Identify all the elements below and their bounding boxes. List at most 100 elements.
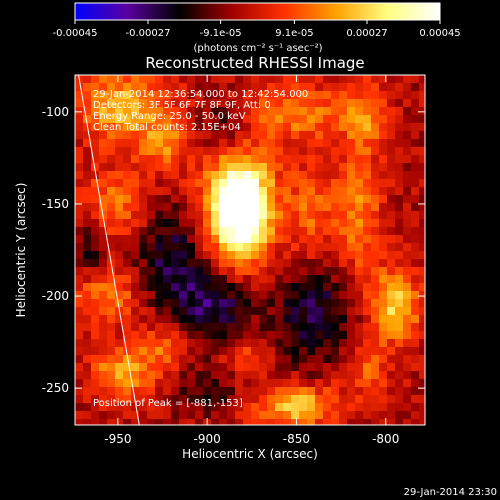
heatmap-cell xyxy=(243,275,252,284)
heatmap-cell xyxy=(403,139,412,148)
heatmap-cell xyxy=(323,99,332,108)
heatmap-cell xyxy=(355,259,364,268)
heatmap-cell xyxy=(347,259,356,268)
heatmap-cell xyxy=(219,331,228,340)
y-tick-label: -150 xyxy=(42,197,69,211)
heatmap-cell xyxy=(235,339,244,348)
heatmap-cell xyxy=(243,203,252,212)
heatmap-cell xyxy=(131,339,140,348)
heatmap-cell xyxy=(179,227,188,236)
heatmap-cell xyxy=(171,163,180,172)
heatmap-cell xyxy=(291,403,300,412)
heatmap-cell xyxy=(115,267,124,276)
heatmap-cell xyxy=(363,83,372,92)
heatmap-cell xyxy=(75,283,84,292)
heatmap-cell xyxy=(355,363,364,372)
heatmap-cell xyxy=(243,235,252,244)
heatmap-cell xyxy=(139,211,148,220)
heatmap-cell xyxy=(267,139,276,148)
heatmap-cell xyxy=(115,299,124,308)
heatmap-cell xyxy=(131,179,140,188)
heatmap-cell xyxy=(307,251,316,260)
y-tick-label: -200 xyxy=(42,289,69,303)
colorbar-tick-label: -0.00027 xyxy=(126,28,171,39)
heatmap-cell xyxy=(403,323,412,332)
heatmap-cell xyxy=(163,195,172,204)
heatmap-cell xyxy=(235,323,244,332)
heatmap-cell xyxy=(211,355,220,364)
heatmap-cell xyxy=(131,347,140,356)
heatmap-cell xyxy=(83,171,92,180)
heatmap-cell xyxy=(387,251,396,260)
heatmap-cell xyxy=(299,339,308,348)
heatmap-cell xyxy=(339,323,348,332)
heatmap-cell xyxy=(227,299,236,308)
heatmap-cell xyxy=(203,243,212,252)
heatmap-cell xyxy=(387,211,396,220)
heatmap-cell xyxy=(315,235,324,244)
heatmap-cell xyxy=(83,307,92,316)
heatmap-cell xyxy=(331,371,340,380)
colorbar-tick-label: -0.00045 xyxy=(53,28,98,39)
heatmap-cell xyxy=(379,347,388,356)
heatmap-cell xyxy=(371,123,380,132)
heatmap-cell xyxy=(355,403,364,412)
heatmap-cell xyxy=(187,403,196,412)
heatmap-cell xyxy=(363,131,372,140)
heatmap-cell xyxy=(139,147,148,156)
heatmap-cell xyxy=(91,219,100,228)
heatmap-cell xyxy=(379,163,388,172)
heatmap-cell xyxy=(227,275,236,284)
heatmap-cell xyxy=(275,259,284,268)
heatmap-cell xyxy=(115,283,124,292)
heatmap-cell xyxy=(91,363,100,372)
heatmap-cell xyxy=(379,307,388,316)
heatmap-cell xyxy=(347,339,356,348)
heatmap-cell xyxy=(219,203,228,212)
heatmap-cell xyxy=(323,291,332,300)
heatmap-cell xyxy=(323,403,332,412)
heatmap-cell xyxy=(387,419,396,425)
heatmap-cell xyxy=(163,339,172,348)
heatmap-cell xyxy=(267,283,276,292)
heatmap-cell xyxy=(387,379,396,388)
heatmap-cell xyxy=(219,387,228,396)
heatmap-cell xyxy=(379,275,388,284)
heatmap-cell xyxy=(371,291,380,300)
heatmap-cell xyxy=(211,371,220,380)
heatmap-cell xyxy=(235,219,244,228)
heatmap-cell xyxy=(203,131,212,140)
heatmap-cell xyxy=(419,363,425,372)
heatmap-cell xyxy=(91,323,100,332)
heatmap-cell xyxy=(195,371,204,380)
heatmap-cell xyxy=(259,187,268,196)
heatmap-cell xyxy=(267,347,276,356)
heatmap-cell xyxy=(187,315,196,324)
heatmap-cell xyxy=(371,323,380,332)
heatmap-cell xyxy=(379,187,388,196)
heatmap-cell xyxy=(115,91,124,100)
heatmap-cell xyxy=(283,363,292,372)
heatmap-cell xyxy=(147,411,156,420)
heatmap-cell xyxy=(131,107,140,116)
heatmap-cell xyxy=(371,347,380,356)
heatmap-cell xyxy=(275,267,284,276)
heatmap-cell xyxy=(163,147,172,156)
heatmap-cell xyxy=(203,387,212,396)
heatmap-cell xyxy=(203,187,212,196)
heatmap-cell xyxy=(299,307,308,316)
heatmap-cell xyxy=(283,203,292,212)
heatmap-cell xyxy=(323,235,332,244)
heatmap-cell xyxy=(275,123,284,132)
heatmap-cell xyxy=(331,307,340,316)
heatmap-cell xyxy=(91,411,100,420)
heatmap-cell xyxy=(243,395,252,404)
heatmap-cell xyxy=(371,299,380,308)
heatmap-cell xyxy=(227,195,236,204)
heatmap-cell xyxy=(75,267,84,276)
heatmap-cell xyxy=(243,187,252,196)
heatmap-cell xyxy=(355,139,364,148)
heatmap-cell xyxy=(211,339,220,348)
heatmap-cell xyxy=(363,155,372,164)
heatmap-cell xyxy=(323,107,332,116)
